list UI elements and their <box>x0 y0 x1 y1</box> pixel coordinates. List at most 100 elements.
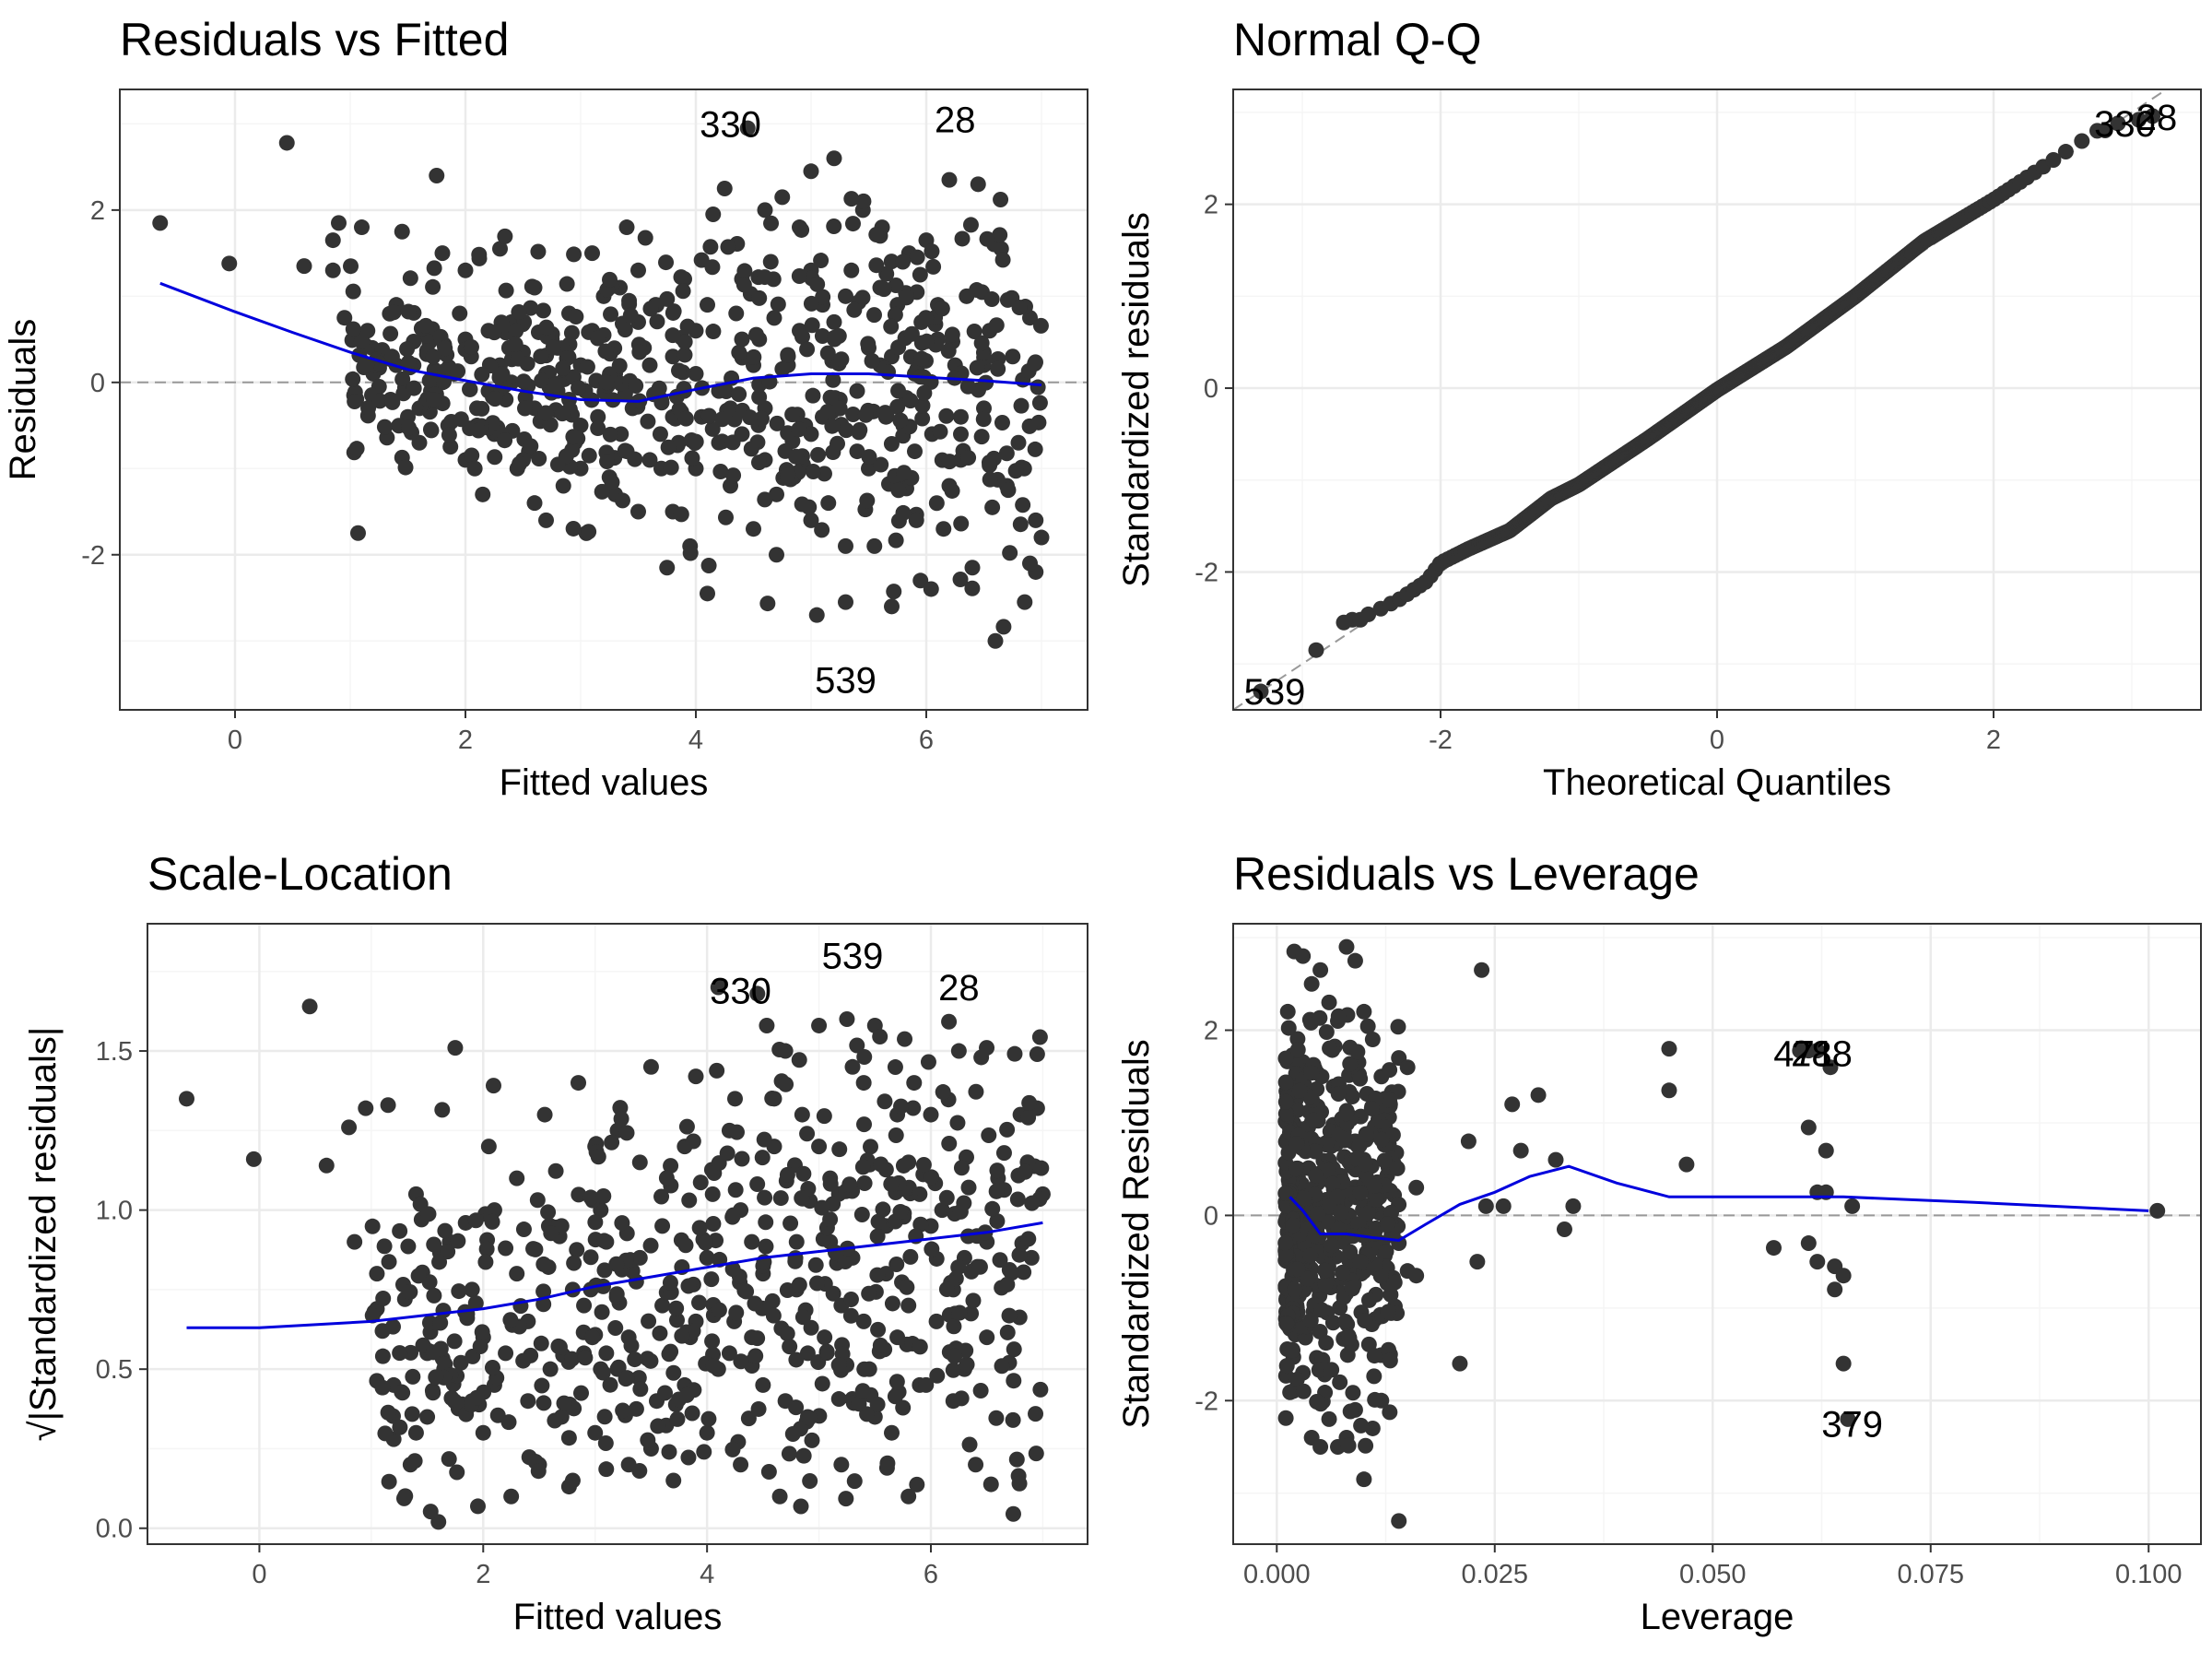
data-point <box>1027 441 1043 457</box>
data-point <box>999 1276 1016 1292</box>
data-point <box>966 324 982 340</box>
data-point <box>402 270 418 287</box>
data-point <box>649 313 665 330</box>
y-axis-title: Standardized residuals <box>1116 212 1157 587</box>
data-point <box>432 1315 449 1331</box>
data-point <box>816 1108 832 1125</box>
data-point <box>691 1294 708 1311</box>
data-point <box>535 1256 552 1272</box>
data-point <box>447 1040 464 1056</box>
data-point <box>716 180 733 196</box>
data-point <box>1363 1100 1380 1116</box>
data-point <box>810 446 827 463</box>
data-point <box>1556 1221 1572 1237</box>
data-point <box>1800 1119 1817 1136</box>
data-point <box>380 1097 396 1114</box>
data-point <box>795 1447 812 1464</box>
data-point <box>934 1202 950 1219</box>
data-point <box>849 1037 865 1054</box>
data-point <box>859 492 876 509</box>
data-point <box>900 1488 917 1505</box>
y-tick-label: 0 <box>1204 1201 1218 1231</box>
data-point <box>1356 1471 1372 1488</box>
data-point <box>1342 1244 1359 1260</box>
data-point <box>376 1238 393 1255</box>
data-point <box>659 560 676 576</box>
data-point <box>1360 1292 1377 1308</box>
data-point <box>407 1424 424 1441</box>
data-point <box>535 1283 552 1300</box>
data-point <box>1007 463 1024 479</box>
data-point <box>838 594 853 610</box>
data-point <box>467 1295 484 1312</box>
data-point <box>734 1151 750 1167</box>
data-point <box>902 1248 919 1265</box>
data-point <box>1342 1403 1359 1420</box>
plot-area: 330 28 539 <box>120 100 1088 701</box>
data-point <box>353 333 370 349</box>
data-point <box>849 383 865 399</box>
plot-area: 330 539 28 <box>179 937 1051 1530</box>
data-point <box>1324 1175 1341 1192</box>
data-point <box>1661 1082 1677 1099</box>
data-point <box>714 411 731 428</box>
data-point <box>868 257 885 274</box>
panel-border <box>147 923 1088 1545</box>
data-point <box>728 1304 745 1321</box>
data-point <box>935 521 952 537</box>
data-point <box>700 585 715 602</box>
data-point <box>724 1209 741 1225</box>
data-point <box>826 313 842 330</box>
data-point <box>1389 1160 1406 1176</box>
data-point <box>650 1418 666 1434</box>
data-point <box>530 1463 547 1480</box>
data-point <box>971 1258 988 1275</box>
data-point <box>1285 1342 1301 1359</box>
data-point <box>449 1464 465 1481</box>
data-point <box>854 1159 871 1175</box>
data-point <box>1032 317 1049 334</box>
data-point <box>862 1139 878 1155</box>
data-point <box>1390 1019 1406 1035</box>
data-point <box>884 1424 900 1441</box>
data-point <box>453 411 469 428</box>
data-point <box>538 319 555 336</box>
data-point <box>941 1013 958 1030</box>
data-point <box>318 1157 335 1174</box>
data-point <box>617 443 633 459</box>
data-point <box>884 598 900 615</box>
data-point <box>914 397 931 414</box>
data-point <box>892 412 909 429</box>
data-point <box>780 467 796 484</box>
data-point <box>653 395 670 411</box>
data-point <box>886 584 902 600</box>
data-point <box>2110 115 2126 132</box>
data-point <box>549 456 566 473</box>
data-point <box>953 515 970 532</box>
data-point <box>938 1189 955 1206</box>
data-point <box>916 384 933 401</box>
data-point <box>665 327 681 344</box>
data-point <box>803 163 819 180</box>
data-point <box>1408 1268 1425 1284</box>
data-point <box>924 243 940 260</box>
data-point <box>831 1141 848 1158</box>
data-point <box>888 277 904 293</box>
data-point <box>838 422 854 439</box>
data-point <box>1344 1280 1360 1297</box>
data-point <box>833 351 850 368</box>
data-point <box>618 1125 635 1141</box>
data-point <box>699 1249 715 1266</box>
data-point <box>1366 1368 1382 1385</box>
data-point <box>851 1396 867 1412</box>
data-point <box>1565 1198 1582 1214</box>
data-point <box>489 1407 506 1423</box>
data-point <box>487 391 503 407</box>
point-label: 28 <box>938 968 980 1009</box>
data-point <box>474 400 490 417</box>
data-point <box>913 335 930 351</box>
data-point <box>677 347 693 363</box>
data-point <box>970 176 986 193</box>
data-point <box>736 263 753 279</box>
data-point <box>469 1498 486 1515</box>
